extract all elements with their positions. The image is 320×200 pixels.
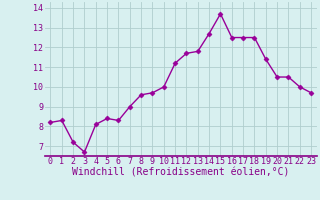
X-axis label: Windchill (Refroidissement éolien,°C): Windchill (Refroidissement éolien,°C) — [72, 168, 290, 178]
